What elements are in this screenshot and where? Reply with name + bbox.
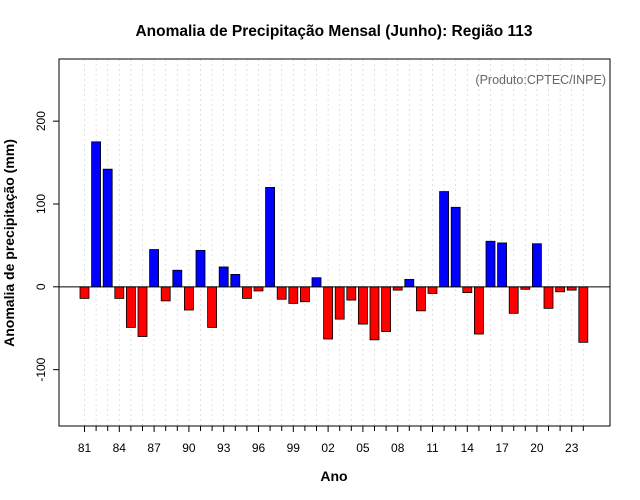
- bar-2001: [311, 277, 322, 288]
- bar-2018: [508, 286, 519, 314]
- y-axis: -100 0 100 200: [34, 111, 59, 382]
- bar-2015: [473, 286, 484, 335]
- x-tick-label: 17: [495, 441, 509, 455]
- bar-1990: [183, 286, 194, 311]
- bar-1993: [218, 266, 229, 288]
- x-tick-label: 90: [182, 441, 196, 455]
- bar-2021: [543, 286, 554, 309]
- y-tick-label: 100: [34, 194, 48, 214]
- grid-lines: [84, 59, 584, 426]
- bar-1983: [102, 168, 113, 288]
- x-tick-label: 14: [461, 441, 475, 455]
- bar-1998: [276, 286, 287, 300]
- x-tick-label: 99: [287, 441, 301, 455]
- bar-1984: [114, 286, 125, 299]
- x-tick-label: 05: [356, 441, 370, 455]
- x-tick-label: 02: [321, 441, 335, 455]
- bar-2016: [485, 240, 496, 288]
- bar-2017: [497, 242, 508, 288]
- credit-annotation: (Produto:CPTEC/INPE): [475, 73, 606, 87]
- x-tick-label: 93: [217, 441, 231, 455]
- bar-2005: [357, 286, 368, 325]
- bar-2020: [532, 243, 542, 288]
- bar-1991: [195, 249, 206, 288]
- bar-2003: [334, 286, 345, 320]
- bar-2006: [369, 286, 380, 341]
- bar-1995: [241, 286, 252, 299]
- bar-2014: [462, 286, 473, 294]
- bar-1981: [79, 286, 90, 299]
- y-tick-label: 200: [34, 111, 48, 131]
- bar-1988: [160, 286, 171, 302]
- bar-1982: [91, 141, 101, 288]
- y-axis-label: Anomalia de precipitação (mm): [1, 139, 17, 347]
- bar-2007: [381, 286, 392, 332]
- x-tick-label: 96: [252, 441, 266, 455]
- bars: [79, 141, 589, 343]
- x-tick-label: 08: [391, 441, 405, 455]
- bar-1997: [265, 187, 276, 288]
- chart-title: Anomalia de Precipitação Mensal (Junho):…: [135, 23, 532, 40]
- x-tick-label: 20: [530, 441, 544, 455]
- bar-2004: [346, 286, 357, 301]
- bar-2009: [404, 278, 415, 288]
- bar-1989: [172, 269, 183, 288]
- bar-2013: [450, 206, 461, 288]
- y-tick-label: 0: [34, 283, 48, 290]
- x-axis-label: Ano: [320, 468, 347, 484]
- x-tick-label: 81: [78, 441, 92, 455]
- bar-2010: [415, 286, 426, 312]
- bar-2024: [578, 286, 589, 343]
- bar-2000: [299, 286, 310, 303]
- bar-2011: [427, 286, 438, 294]
- plot-frame: [58, 58, 611, 427]
- bar-1992: [207, 286, 218, 328]
- x-tick-label: 87: [147, 441, 161, 455]
- x-tick-label: 23: [565, 441, 579, 455]
- bar-1987: [149, 249, 160, 288]
- x-tick-label: 11: [426, 441, 439, 455]
- bar-1985: [126, 286, 136, 328]
- bar-2022: [555, 286, 565, 293]
- x-tick-label: 84: [113, 441, 127, 455]
- bar-1994: [230, 273, 241, 288]
- bar-1999: [288, 286, 299, 304]
- bar-2012: [439, 191, 450, 288]
- x-axis: 81 84 87 90 93 96 99 02 05 08 11 14 17 20 23: [78, 426, 584, 455]
- y-tick-label: -100: [34, 357, 48, 381]
- bar-1996: [253, 286, 264, 292]
- bar-2002: [323, 286, 334, 340]
- bar-1986: [137, 286, 148, 337]
